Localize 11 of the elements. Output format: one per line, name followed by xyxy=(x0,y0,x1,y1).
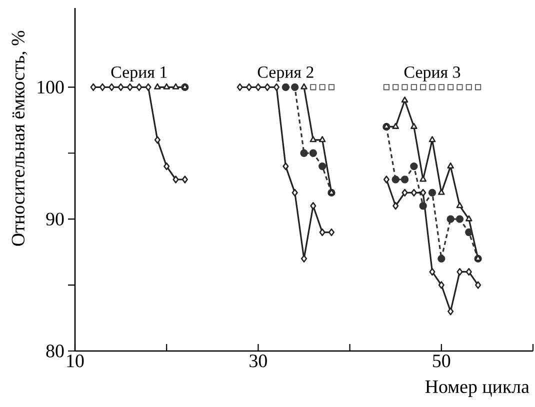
x-tick-label: 10 xyxy=(67,354,84,368)
annotation: Серия 3 xyxy=(404,66,460,82)
annotation: Серия 2 xyxy=(258,66,314,82)
y-tick-label: 90 xyxy=(46,212,64,226)
y-tick-label: 100 xyxy=(38,80,64,94)
x-axis-title: Номер цикла xyxy=(425,380,530,397)
x-tick-label: 30 xyxy=(250,354,267,368)
annotation: Серия 1 xyxy=(111,66,167,82)
y-axis-title: Относительная ёмкость, % xyxy=(12,30,28,246)
y-tick-label: 80 xyxy=(46,344,64,358)
x-tick-label: 50 xyxy=(433,354,450,368)
